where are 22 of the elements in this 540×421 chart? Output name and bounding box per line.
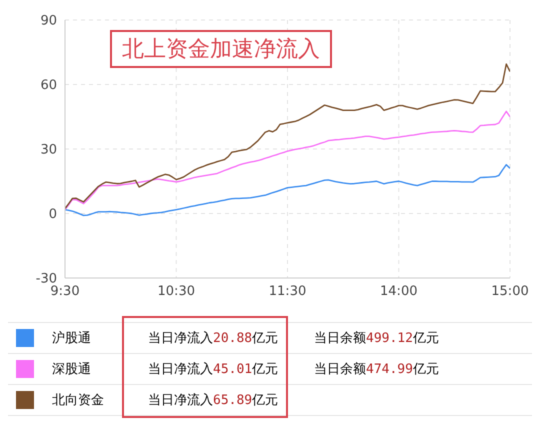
x-tick-label: 9:30 bbox=[50, 284, 80, 300]
line-series bbox=[65, 63, 510, 210]
x-tick-label: 15:00 bbox=[491, 284, 529, 300]
text: 当日余额474.99亿元 bbox=[314, 362, 439, 377]
x-tick-label: 10:30 bbox=[158, 284, 195, 300]
text: 北上资金加速净流入 bbox=[110, 30, 332, 68]
y-tick-label: 30 bbox=[40, 142, 57, 158]
text: 当日净流入65.89亿元 bbox=[148, 393, 278, 408]
y-tick-label: -30 bbox=[36, 272, 57, 287]
legend-label: 北向资金 bbox=[44, 384, 140, 416]
x-tick-label: 11:30 bbox=[268, 284, 306, 300]
x-tick-label: 14:00 bbox=[380, 284, 418, 300]
line-series bbox=[65, 164, 510, 216]
y-tick-label: 90 bbox=[40, 14, 57, 29]
line-series bbox=[65, 110, 510, 210]
text: 当日净流入20.88亿元 bbox=[148, 331, 278, 346]
text: 当日余额499.12亿元 bbox=[314, 331, 439, 346]
text: 当日净流入45.01亿元 bbox=[148, 362, 278, 377]
legend-label: 沪股通 bbox=[44, 322, 140, 354]
y-tick-label: 60 bbox=[40, 78, 57, 94]
y-tick-label: 0 bbox=[48, 207, 57, 222]
legend-label: 深股通 bbox=[44, 354, 140, 384]
